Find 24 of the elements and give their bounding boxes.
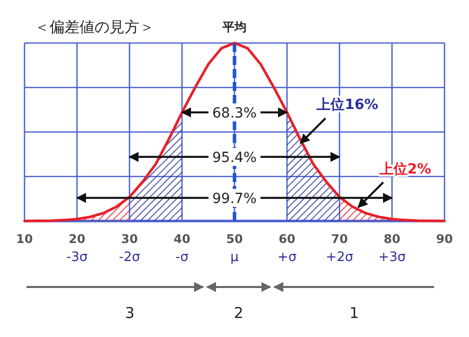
text: 2 <box>234 304 244 322</box>
x-tick-label: 30 <box>121 232 138 246</box>
text: +2σ <box>326 250 354 265</box>
text: 1 <box>349 304 359 322</box>
annotation: 95.4% <box>212 150 257 166</box>
text: +3σ <box>378 250 406 265</box>
x-tick-label: 20 <box>68 232 86 246</box>
x-tick-label: 90 <box>436 232 453 246</box>
chart-title: ＜偏差値の見方＞ <box>34 18 154 36</box>
annotation: 68.3% <box>212 105 257 122</box>
x-tick-label: 40 <box>174 232 190 246</box>
ref-line-label: 平均 <box>222 20 246 34</box>
text: -3σ <box>66 250 88 265</box>
text: -2σ <box>118 250 140 265</box>
text: -σ <box>176 250 188 265</box>
annotation: 99.7% <box>212 190 257 207</box>
text: 3 <box>125 304 135 322</box>
text: +σ <box>277 250 297 265</box>
text: μ <box>230 250 239 265</box>
x-tick-label: 80 <box>384 232 400 246</box>
x-tick-label: 10 <box>16 232 33 246</box>
x-tick-label: 70 <box>331 232 348 246</box>
x-tick-label: 60 <box>278 232 296 246</box>
x-tick-label: 50 <box>226 232 243 246</box>
